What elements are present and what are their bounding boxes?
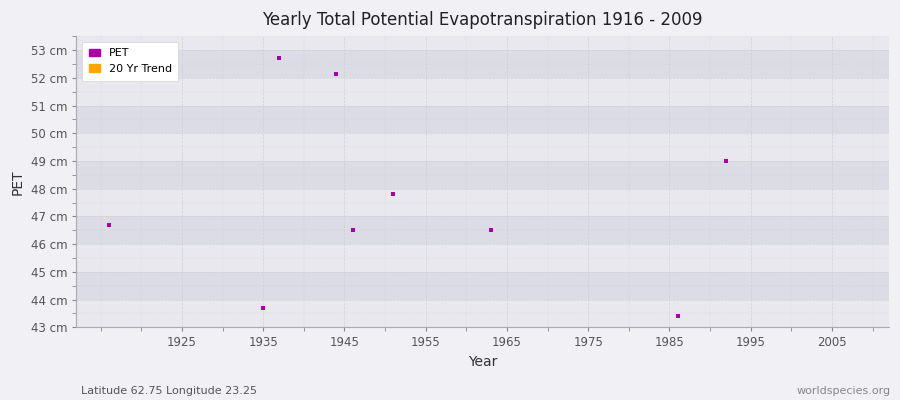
Bar <box>76 272 889 300</box>
Bar <box>76 189 889 216</box>
Bar <box>76 161 889 189</box>
Bar <box>76 244 889 272</box>
Bar <box>76 133 889 161</box>
Point <box>346 227 360 234</box>
Title: Yearly Total Potential Evapotranspiration 1916 - 2009: Yearly Total Potential Evapotranspiratio… <box>263 11 703 29</box>
Y-axis label: PET: PET <box>11 169 25 194</box>
Point <box>102 222 116 228</box>
Point <box>329 70 344 77</box>
Legend: PET, 20 Yr Trend: PET, 20 Yr Trend <box>82 42 178 81</box>
Point <box>256 305 270 311</box>
Point <box>719 158 733 164</box>
Bar <box>76 50 889 78</box>
Bar <box>76 106 889 133</box>
X-axis label: Year: Year <box>468 355 498 369</box>
Bar <box>76 78 889 106</box>
Text: worldspecies.org: worldspecies.org <box>796 386 891 396</box>
Point <box>670 313 685 320</box>
Point <box>483 227 498 234</box>
Point <box>273 55 287 62</box>
Bar <box>76 216 889 244</box>
Point <box>386 191 400 198</box>
Text: Latitude 62.75 Longitude 23.25: Latitude 62.75 Longitude 23.25 <box>81 386 257 396</box>
Bar <box>76 300 889 327</box>
